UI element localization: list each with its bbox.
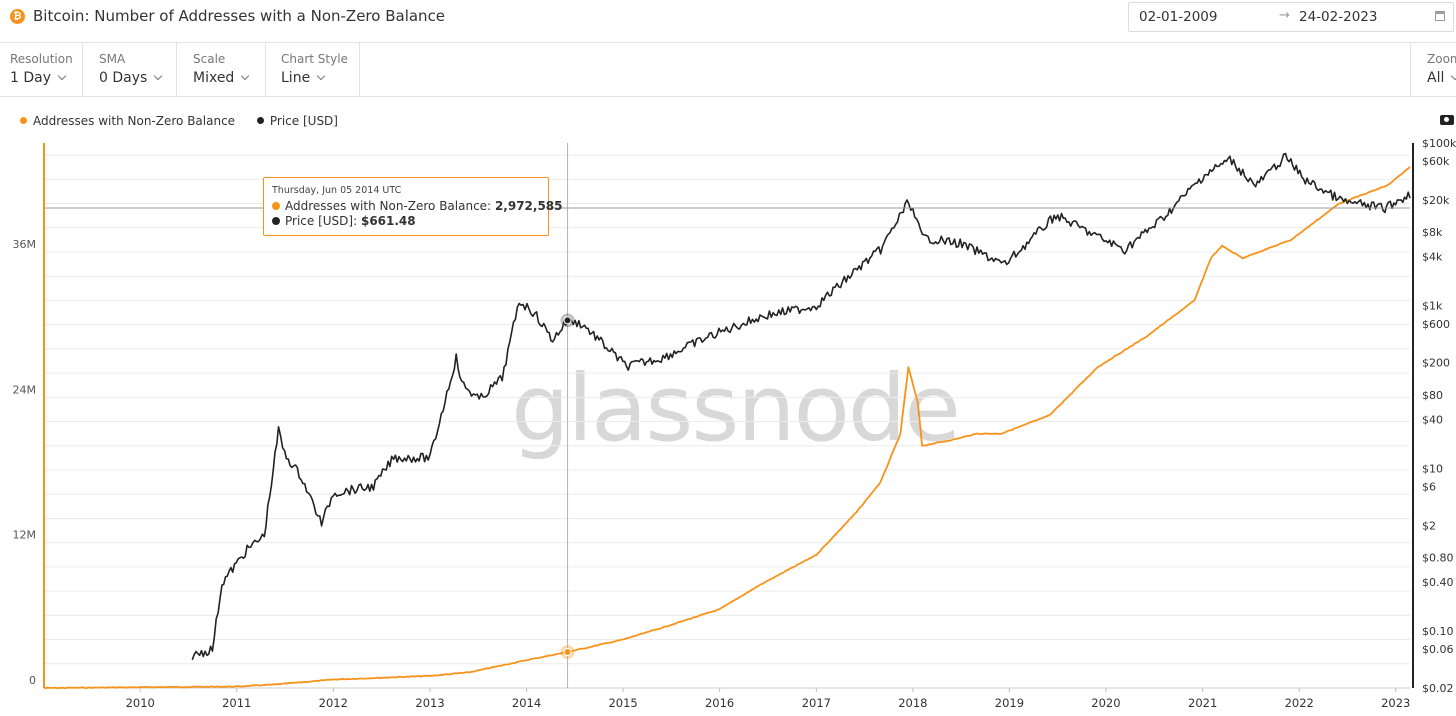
right-axis-tick-label: $200 bbox=[1422, 357, 1450, 370]
right-axis-tick-label: $0.40 bbox=[1422, 576, 1454, 589]
legend-swatch-price bbox=[256, 117, 264, 124]
zoom-dropdown[interactable]: Zoom All bbox=[1410, 43, 1456, 96]
price-highlight-point bbox=[563, 316, 572, 325]
x-axis-tick-label: 2022 bbox=[1285, 696, 1314, 710]
legend-item-price[interactable]: Price [USD] bbox=[256, 114, 338, 128]
right-axis-tick-label: $6 bbox=[1422, 480, 1436, 493]
sma-label: SMA bbox=[99, 52, 126, 66]
tooltip-dot-price bbox=[272, 217, 280, 225]
addresses-series-line bbox=[44, 166, 1411, 690]
sma-dropdown[interactable]: SMA 0 Days bbox=[83, 43, 177, 96]
tooltip-value-addresses: 2,972,585 bbox=[494, 199, 563, 213]
x-axis-tick-label: 2010 bbox=[126, 696, 155, 710]
page-title: Bitcoin: Number of Addresses with a Non-… bbox=[33, 7, 446, 25]
chart-style-value[interactable]: Line bbox=[281, 70, 326, 86]
axes: 0 12M 24M 36M $100k $60k $20k $8k $4k $1k $600 $200… bbox=[13, 137, 1456, 710]
right-axis-tick-label: $0.80 bbox=[1422, 552, 1454, 565]
right-axis-tick-label: $8k bbox=[1422, 226, 1443, 239]
x-axis-tick-label: 2012 bbox=[319, 696, 348, 710]
chart-legend: Addresses with Non-Zero Balance Price [U… bbox=[20, 114, 356, 128]
legend-label-price: Price [USD] bbox=[269, 114, 338, 128]
x-axis-tick-label: 2016 bbox=[705, 696, 734, 710]
right-axis-tick-label: $1k bbox=[1422, 300, 1443, 313]
page-header: ₿ Bitcoin: Number of Addresses with a No… bbox=[0, 0, 1456, 43]
resolution-value[interactable]: 1 Day bbox=[10, 70, 67, 86]
tooltip-row-price: Price [USD]: $661.48 bbox=[272, 214, 540, 229]
x-axis-tick-label: 2023 bbox=[1381, 696, 1410, 710]
camera-icon[interactable] bbox=[1440, 115, 1454, 125]
tooltip-label-addresses: Addresses with Non-Zero Balance: bbox=[285, 199, 492, 213]
left-axis-tick-label: 24M bbox=[13, 383, 37, 396]
right-axis-tick-label: $0.10 bbox=[1422, 625, 1454, 638]
right-axis-tick-label: $0.06 bbox=[1422, 643, 1454, 656]
arrow-right-icon: → bbox=[1279, 8, 1290, 23]
right-axis-tick-label: $2 bbox=[1422, 519, 1436, 532]
resolution-label: Resolution bbox=[10, 52, 73, 66]
right-axis-tick-label: $60k bbox=[1422, 155, 1450, 168]
x-axis-tick-label: 2020 bbox=[1091, 696, 1120, 710]
x-axis-tick-label: 2021 bbox=[1188, 696, 1217, 710]
tooltip-dot-addresses bbox=[272, 202, 280, 210]
resolution-dropdown[interactable]: Resolution 1 Day bbox=[0, 43, 83, 96]
date-start-input[interactable]: 02-01-2009 bbox=[1139, 9, 1218, 25]
bitcoin-icon: ₿ bbox=[10, 9, 25, 24]
scale-value[interactable]: Mixed bbox=[193, 70, 250, 86]
x-axis-tick-label: 2017 bbox=[802, 696, 831, 710]
tooltip-row-addresses: Addresses with Non-Zero Balance: 2,972,5… bbox=[272, 199, 563, 214]
date-range-picker[interactable]: 02-01-2009 → 24-02-2023 bbox=[1128, 2, 1454, 32]
calendar-icon[interactable] bbox=[1435, 11, 1445, 21]
tooltip-value-price: $661.48 bbox=[360, 214, 416, 228]
price-series-line bbox=[191, 152, 1411, 661]
right-axis-tick-label: $10 bbox=[1422, 462, 1443, 475]
left-axis-tick-label: 12M bbox=[13, 529, 37, 542]
tooltip-date: Thursday, Jun 05 2014 UTC bbox=[272, 185, 402, 196]
sma-value[interactable]: 0 Days bbox=[99, 70, 163, 86]
zoom-value[interactable]: All bbox=[1427, 70, 1456, 86]
x-axis-tick-label: 2015 bbox=[608, 696, 637, 710]
legend-swatch-addresses bbox=[20, 117, 27, 124]
right-axis-tick-label: $600 bbox=[1422, 318, 1450, 331]
addresses-highlight-point bbox=[563, 647, 572, 656]
legend-item-addresses[interactable]: Addresses with Non-Zero Balance bbox=[20, 114, 235, 128]
right-axis-tick-label: $20k bbox=[1422, 194, 1450, 207]
right-axis-tick-label: $100k bbox=[1422, 137, 1456, 150]
chart-controls: Resolution 1 Day SMA 0 Days Scale Mixed … bbox=[0, 43, 1456, 97]
right-axis-tick-label: $40 bbox=[1422, 413, 1443, 426]
chart-style-dropdown[interactable]: Chart Style Line bbox=[266, 43, 360, 96]
right-axis-tick-label: $80 bbox=[1422, 389, 1443, 402]
x-axis-tick-label: 2011 bbox=[222, 696, 251, 710]
series-layer bbox=[44, 152, 1411, 690]
right-axis-tick-label: $0.02 bbox=[1422, 682, 1454, 695]
left-axis-tick-label: 0 bbox=[29, 674, 36, 687]
zoom-label: Zoom bbox=[1427, 52, 1456, 66]
chart-tooltip: Thursday, Jun 05 2014 UTC Addresses with… bbox=[263, 177, 563, 236]
right-axis-tick-label: $4k bbox=[1422, 251, 1443, 264]
x-axis-tick-label: 2014 bbox=[512, 696, 541, 710]
x-axis-tick-label: 2018 bbox=[898, 696, 927, 710]
chart-style-label: Chart Style bbox=[281, 52, 348, 66]
x-axis-tick-label: 2019 bbox=[995, 696, 1024, 710]
tooltip-label-price: Price [USD]: bbox=[285, 214, 358, 228]
date-end-input[interactable]: 24-02-2023 bbox=[1299, 9, 1378, 25]
scale-dropdown[interactable]: Scale Mixed bbox=[177, 43, 266, 96]
grid-lines bbox=[44, 154, 1410, 689]
x-axis-tick-label: 2013 bbox=[415, 696, 444, 710]
scale-label: Scale bbox=[193, 52, 226, 66]
legend-label-addresses: Addresses with Non-Zero Balance bbox=[33, 114, 236, 128]
left-axis-tick-label: 36M bbox=[13, 238, 37, 251]
